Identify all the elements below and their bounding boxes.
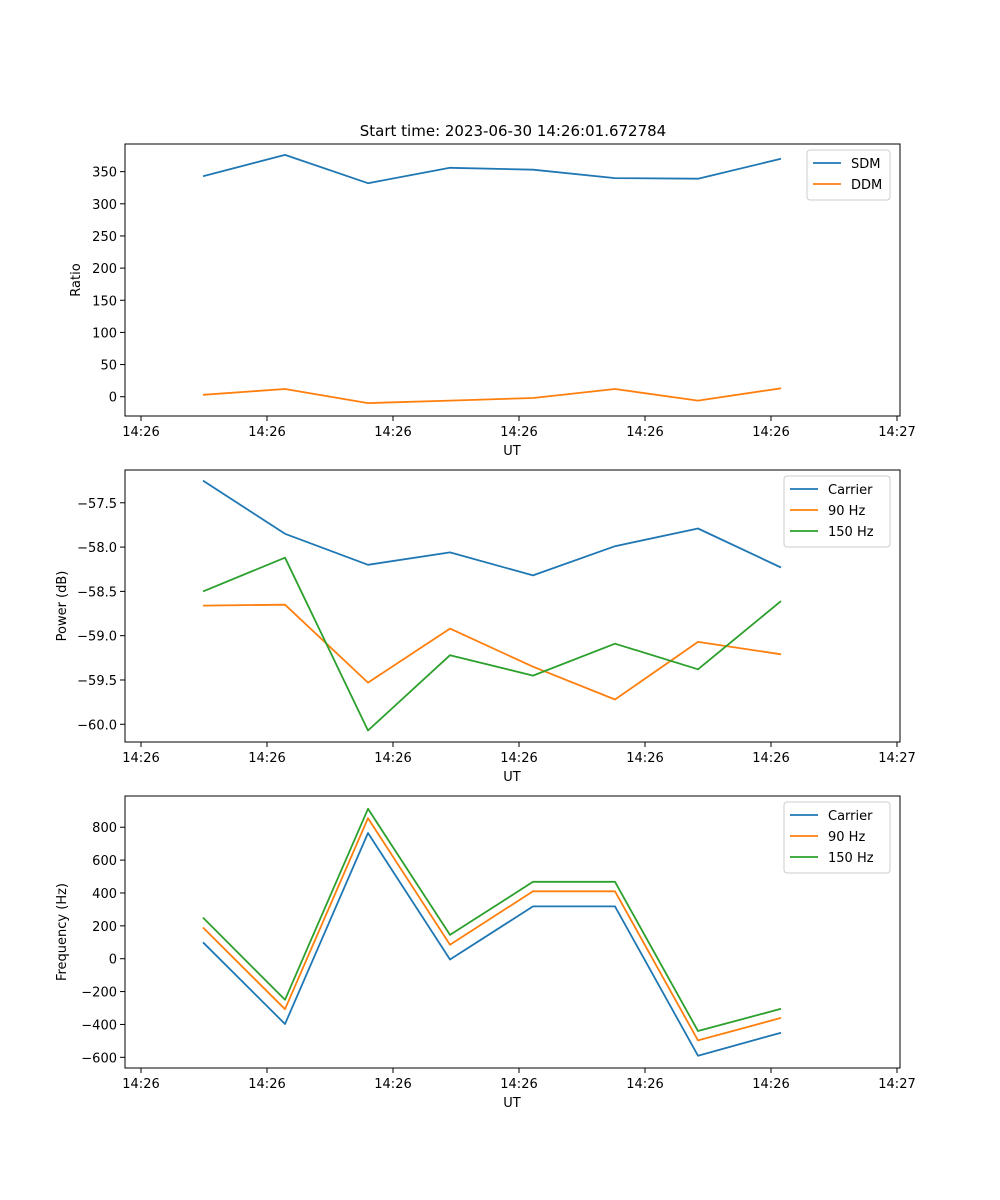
x-tick-label: 14:26 xyxy=(752,1077,789,1092)
y-tick-label: 0 xyxy=(109,391,117,406)
y-tick-label: 200 xyxy=(92,920,117,935)
y-tick-label: −57.5 xyxy=(77,497,117,512)
y-tick-label: −200 xyxy=(81,986,117,1001)
x-tick-label: 14:26 xyxy=(374,751,411,766)
x-tick-label: 14:27 xyxy=(878,751,915,766)
y-tick-label: −60.0 xyxy=(77,718,117,733)
ratio-panel: 14:26 14:26 14:26 14:26 14:26 14:26 14:27 UT 0 50… xyxy=(69,143,916,459)
y-tick-label: 400 xyxy=(92,887,117,902)
x-tick-label: 14:26 xyxy=(626,751,663,766)
legend-label: Carrier xyxy=(828,483,873,498)
legend-label: SDM xyxy=(851,157,880,172)
legend-label: Carrier xyxy=(828,809,873,824)
y-tick-label: −58.0 xyxy=(77,541,117,556)
series-line-90-hz xyxy=(202,817,782,1042)
y-tick-label: 600 xyxy=(92,854,117,869)
frequency-panel: 14:26 14:26 14:26 14:26 14:26 14:26 14:27 UT −60… xyxy=(55,795,916,1111)
power-plot-frame xyxy=(124,469,901,743)
y-tick-label: −59.0 xyxy=(77,630,117,645)
legend-label: 150 Hz xyxy=(828,525,874,540)
x-tick-label: 14:26 xyxy=(374,425,411,440)
y-tick-label: 150 xyxy=(92,294,117,309)
series-line-carrier xyxy=(202,832,782,1057)
series-line-150-hz xyxy=(202,556,782,732)
series-line-150-hz xyxy=(202,807,782,1032)
y-tick-label: −59.5 xyxy=(77,674,117,689)
x-tick-label: 14:26 xyxy=(626,1077,663,1092)
x-tick-label: 14:26 xyxy=(626,425,663,440)
y-axis-label: Ratio xyxy=(69,263,84,296)
series-line-90-hz xyxy=(202,603,782,701)
x-tick-label: 14:27 xyxy=(878,425,915,440)
legend-label: 90 Hz xyxy=(828,830,865,845)
ratio-plot-frame xyxy=(124,143,901,417)
chart-title: Start time: 2023-06-30 14:26:01.672784 xyxy=(360,122,666,140)
legend: Carrier 90 Hz 150 Hz xyxy=(783,475,891,548)
y-tick-label: 100 xyxy=(92,326,117,341)
frequency-plot-frame xyxy=(124,795,901,1069)
x-tick-label: 14:26 xyxy=(752,425,789,440)
y-tick-label: 800 xyxy=(92,821,117,836)
legend: Carrier 90 Hz 150 Hz xyxy=(783,801,891,874)
legend: SDM DDM xyxy=(806,149,891,201)
legend-label: 90 Hz xyxy=(828,504,865,519)
x-tick-label: 14:26 xyxy=(500,1077,537,1092)
power-panel: 14:26 14:26 14:26 14:26 14:26 14:26 14:27 UT −60… xyxy=(55,469,916,785)
x-tick-label: 14:26 xyxy=(752,751,789,766)
x-axis-label: UT xyxy=(503,444,521,459)
x-tick-label: 14:26 xyxy=(500,425,537,440)
y-tick-label: −400 xyxy=(81,1018,117,1033)
legend-label: DDM xyxy=(851,178,882,193)
x-tick-label: 14:26 xyxy=(122,425,159,440)
y-tick-label: 300 xyxy=(92,198,117,213)
y-tick-label: 0 xyxy=(109,953,117,968)
x-tick-label: 14:27 xyxy=(878,1077,915,1092)
x-tick-label: 14:26 xyxy=(374,1077,411,1092)
x-axis-label: UT xyxy=(503,770,521,785)
y-axis-label: Power (dB) xyxy=(55,571,70,642)
x-tick-label: 14:26 xyxy=(122,751,159,766)
x-tick-label: 14:26 xyxy=(500,751,537,766)
y-tick-label: 200 xyxy=(92,262,117,277)
x-tick-label: 14:26 xyxy=(248,425,285,440)
legend-label: 150 Hz xyxy=(828,851,874,866)
series-line-carrier xyxy=(202,479,782,577)
x-axis-label: UT xyxy=(503,1096,521,1111)
series-line-ddm xyxy=(202,387,782,405)
legend-box xyxy=(783,475,891,548)
y-tick-label: 350 xyxy=(92,166,117,181)
y-tick-label: −58.5 xyxy=(77,585,117,600)
x-tick-label: 14:26 xyxy=(122,1077,159,1092)
y-tick-label: 250 xyxy=(92,230,117,245)
x-tick-label: 14:26 xyxy=(248,1077,285,1092)
y-tick-label: −600 xyxy=(81,1051,117,1066)
y-axis-label: Frequency (Hz) xyxy=(55,883,70,981)
series-line-sdm xyxy=(202,153,782,185)
x-tick-label: 14:26 xyxy=(248,751,285,766)
legend-box xyxy=(783,801,891,874)
y-tick-label: 50 xyxy=(100,359,117,374)
